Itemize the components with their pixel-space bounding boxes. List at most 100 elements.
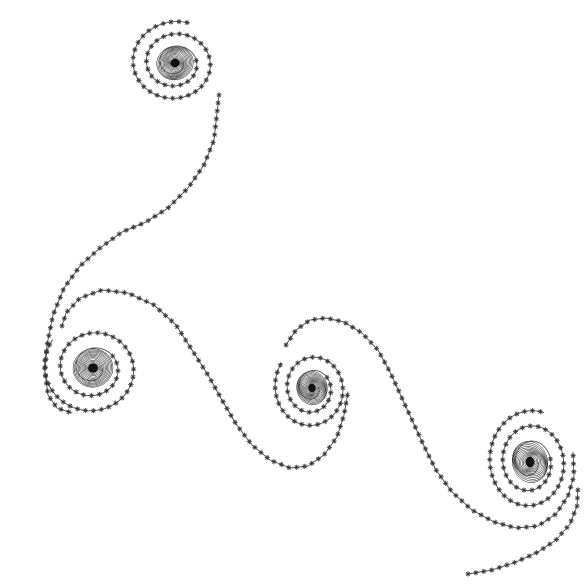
trajectory-marker (91, 250, 97, 257)
marker-stroke (128, 382, 133, 387)
marker-stroke (493, 520, 498, 525)
trajectory-marker (211, 132, 218, 138)
marker-stroke (114, 360, 119, 365)
trajectory-marker (570, 461, 577, 467)
trajectory-marker (362, 333, 369, 340)
marker-stroke (70, 274, 75, 279)
vortex-marker (206, 69, 213, 76)
marker-stroke (273, 378, 278, 383)
vortex-marker (546, 471, 552, 478)
marker-stroke (492, 434, 497, 439)
marker-stroke (340, 393, 345, 399)
marker-stroke (215, 108, 220, 113)
marker-stroke (242, 433, 247, 438)
marker-stroke (335, 432, 340, 437)
marker-stroke (522, 409, 527, 414)
marker-stroke (305, 319, 310, 324)
marker-stroke (71, 303, 76, 308)
marker-stroke (171, 199, 177, 205)
trajectory-marker (228, 412, 234, 419)
vortex-marker (168, 19, 174, 25)
marker-stroke (524, 525, 529, 530)
vortex-marker (314, 408, 320, 414)
marker-stroke (169, 318, 174, 323)
trajectory-marker (64, 280, 71, 286)
marker-stroke (55, 302, 60, 307)
marker-stroke (350, 325, 355, 330)
vortex-core-ring (166, 54, 184, 72)
vortex-marker (529, 407, 536, 414)
vortex-core-ring (304, 380, 320, 396)
trajectory-marker (252, 444, 258, 451)
marker-stroke (61, 399, 66, 405)
vortex-marker (144, 50, 151, 57)
marker-stroke (201, 162, 207, 167)
vortex-marker (286, 373, 292, 379)
marker-stroke (299, 422, 304, 427)
marker-stroke (571, 461, 576, 466)
trajectory-marker (44, 340, 50, 347)
marker-stroke (75, 406, 80, 412)
marker-stroke (309, 461, 314, 466)
trajectory-marker (405, 409, 412, 416)
vortex-core-ring (159, 47, 191, 79)
vortex-marker (154, 37, 160, 44)
trajectory-marker (574, 503, 580, 509)
vortex-marker (501, 420, 507, 426)
trajectory-marker (335, 317, 342, 324)
vortex-marker (325, 397, 332, 404)
vortex-core-ring (303, 379, 321, 397)
vortex-core-ring (515, 449, 545, 475)
vortex-marker (561, 460, 567, 467)
marker-stroke (136, 40, 141, 45)
trajectory-marker (453, 492, 459, 499)
marker-stroke (131, 55, 136, 60)
marker-stroke (83, 408, 88, 413)
vortex-core-ring (76, 351, 110, 385)
marker-stroke (210, 140, 216, 145)
marker-stroke (548, 464, 553, 469)
marker-stroke (271, 459, 277, 464)
trajectory-marker (340, 416, 346, 422)
vortex-marker (298, 407, 305, 414)
marker-stroke (327, 445, 332, 450)
marker-stroke (114, 376, 119, 381)
marker-stroke (185, 33, 190, 38)
marker-stroke (561, 469, 566, 474)
trajectory-marker (433, 467, 440, 474)
vortex-marker (306, 409, 312, 415)
vortex-marker (43, 349, 50, 356)
trajectory-marker (429, 460, 436, 466)
marker-stroke (194, 66, 199, 71)
marker-stroke (155, 79, 160, 84)
marker-stroke (539, 500, 544, 505)
trajectory-marker (533, 550, 540, 556)
trajectory-marker (44, 388, 51, 394)
marker-stroke (575, 503, 579, 509)
marker-stroke (208, 62, 213, 67)
vortex-core-ring (86, 361, 100, 375)
trajectory-marker (485, 516, 491, 522)
marker-stroke (122, 290, 127, 295)
trajectory-marker (419, 438, 425, 445)
marker-stroke (154, 38, 159, 43)
marker-stroke (170, 84, 175, 88)
vortex-marker (529, 487, 535, 493)
trajectory-marker (212, 384, 218, 391)
vortex-marker (338, 377, 345, 383)
vortex-marker (523, 502, 529, 509)
trajectory-marker (214, 108, 220, 114)
marker-stroke (559, 476, 564, 482)
trajectory-marker (373, 345, 380, 352)
marker-stroke (497, 565, 502, 570)
vortex-marker (169, 95, 176, 101)
marker-stroke (501, 465, 506, 470)
marker-stroke (179, 331, 184, 336)
marker-stroke (285, 381, 290, 386)
trajectory-marker (187, 181, 194, 188)
marker-stroke (188, 182, 193, 187)
marker-stroke (131, 225, 136, 230)
trajectory-marker (215, 100, 221, 106)
marker-stroke (556, 484, 561, 489)
marker-stroke (546, 496, 551, 501)
